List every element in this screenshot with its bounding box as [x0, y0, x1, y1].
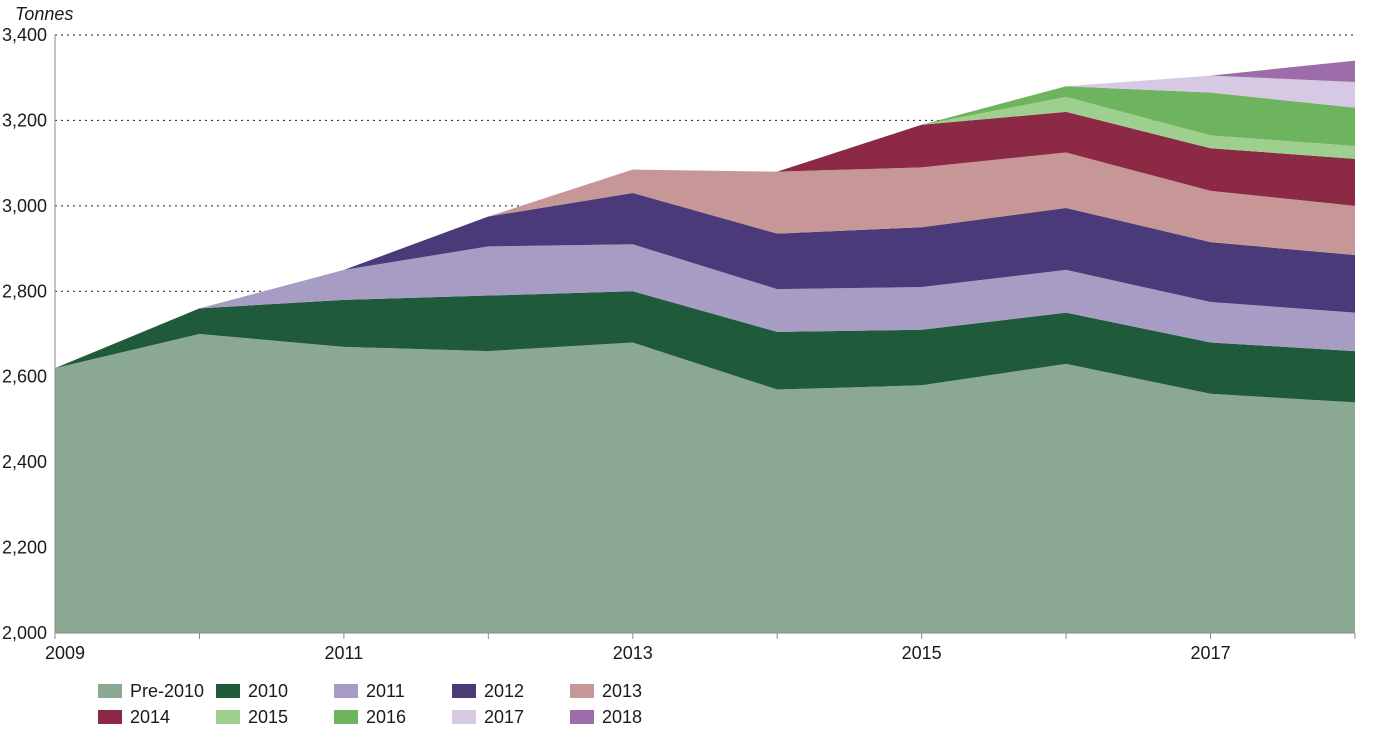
legend-swatch: [98, 684, 122, 698]
y-tick-label: 2,600: [2, 367, 47, 387]
chart-container: Tonnes 2,000 2,200 2,400 2,600 2,800 3,000 3,20…: [0, 0, 1400, 739]
legend-swatch: [98, 710, 122, 724]
y-tick-label: 2,000: [2, 623, 47, 643]
legend-label: 2011: [366, 681, 405, 701]
x-tick-label: 2009: [45, 643, 85, 663]
y-tick-label: 3,400: [2, 25, 47, 45]
legend-swatch: [452, 710, 476, 724]
legend-label: 2014: [130, 707, 170, 727]
x-tick-label: 2011: [325, 643, 364, 663]
legend-label: 2017: [484, 707, 524, 727]
legend-label: 2010: [248, 681, 288, 701]
stacked-area-chart: Tonnes 2,000 2,200 2,400 2,600 2,800 3,000 3,20…: [0, 0, 1400, 739]
legend-label: 2018: [602, 707, 642, 727]
legend-label: 2013: [602, 681, 642, 701]
x-tick-label: 2013: [613, 643, 653, 663]
legend-label: 2015: [248, 707, 288, 727]
legend-label: 2016: [366, 707, 406, 727]
legend-label: Pre-2010: [130, 681, 204, 701]
y-tick-label: 3,000: [2, 196, 47, 216]
y-tick-label: 2,800: [2, 281, 47, 301]
y-tick-label: 3,200: [2, 110, 47, 130]
y-axis-title: Tonnes: [15, 4, 73, 24]
y-tick-label: 2,400: [2, 452, 47, 472]
x-tick-label: 2015: [902, 643, 942, 663]
legend-swatch: [334, 684, 358, 698]
legend-swatch: [216, 710, 240, 724]
legend-swatch: [570, 684, 594, 698]
legend-swatch: [570, 710, 594, 724]
y-tick-label: 2,200: [2, 538, 47, 558]
legend-swatch: [452, 684, 476, 698]
x-tick-label: 2017: [1191, 643, 1231, 663]
legend-swatch: [334, 710, 358, 724]
legend-swatch: [216, 684, 240, 698]
legend-label: 2012: [484, 681, 524, 701]
